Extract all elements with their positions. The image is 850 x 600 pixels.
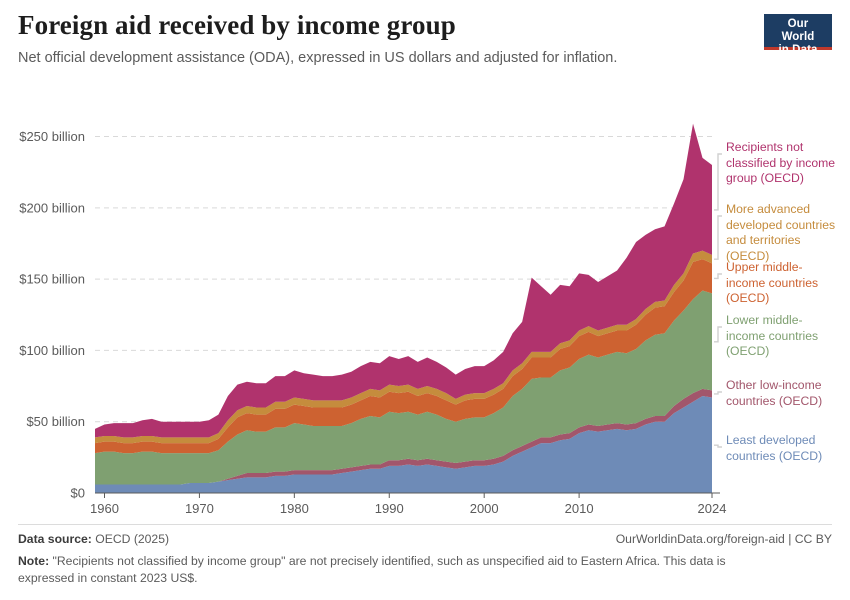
legend-item[interactable]: More advanced developed countries and te… bbox=[726, 202, 838, 264]
y-axis-tick-label: $200 billion bbox=[19, 200, 85, 215]
legend-connector bbox=[714, 391, 722, 395]
area-series bbox=[95, 290, 712, 485]
y-axis-tick-label: $150 billion bbox=[19, 272, 85, 287]
note-text: "Recipients not classified by income gro… bbox=[18, 554, 726, 586]
legend-item[interactable]: Other low-income countries (OECD) bbox=[726, 378, 838, 409]
plot-area: $0 $50 billion $100 billion $150 billion $20… bbox=[0, 78, 850, 518]
legend-connector bbox=[714, 326, 722, 343]
legend-item-label: Recipients not classified by income grou… bbox=[726, 140, 836, 186]
legend-item[interactable]: Least developed countries (OECD) bbox=[726, 433, 838, 464]
owid-logo-line2: in Data bbox=[778, 43, 818, 56]
legend-connector bbox=[714, 444, 722, 448]
legend-item[interactable]: Upper middle-income countries (OECD) bbox=[726, 260, 838, 307]
x-axis-tick-label: 2000 bbox=[470, 501, 499, 516]
legend-item-label: Upper middle-income countries (OECD) bbox=[726, 260, 819, 306]
owid-logo[interactable]: Our World in Data bbox=[764, 14, 832, 56]
legend-item-label: Least developed countries (OECD) bbox=[726, 433, 823, 463]
x-axis-tick-label: 2010 bbox=[565, 501, 594, 516]
x-axis-tick-label: 1960 bbox=[90, 501, 119, 516]
stacked-area-chart: $0 $50 billion $100 billion $150 billion $20… bbox=[19, 123, 727, 516]
area-series bbox=[95, 396, 712, 493]
data-source-value: OECD (2025) bbox=[95, 532, 170, 546]
footer-divider bbox=[18, 524, 832, 525]
chart-subtitle: Net official development assistance (ODA… bbox=[18, 49, 618, 66]
legend-item-label: Lower middle-income countries (OECD) bbox=[726, 313, 819, 359]
x-axis-tick-label: 1990 bbox=[375, 501, 404, 516]
y-axis-tick-label: $50 billion bbox=[26, 414, 85, 429]
chart-footer: Data source: OECD (2025) OurWorldinData.… bbox=[18, 524, 832, 588]
owid-logo-line1: Our World bbox=[781, 18, 815, 43]
x-axis-tick-label: 2024 bbox=[698, 501, 727, 516]
legend-connector bbox=[714, 273, 722, 280]
legend-connector bbox=[714, 153, 722, 211]
legend-item-label: Other low-income countries (OECD) bbox=[726, 378, 823, 408]
data-source: Data source: OECD (2025) bbox=[18, 532, 169, 546]
area-series bbox=[95, 123, 712, 438]
legend-item-label: More advanced developed countries and te… bbox=[726, 202, 836, 263]
chart-header: Foreign aid received by income group Net… bbox=[18, 10, 718, 68]
y-axis-tick-label: $100 billion bbox=[19, 343, 85, 358]
legend-item[interactable]: Lower middle-income countries (OECD) bbox=[726, 313, 838, 360]
x-axis-tick-label: 1980 bbox=[280, 501, 309, 516]
legend-item[interactable]: Recipients not classified by income grou… bbox=[726, 140, 838, 187]
chart-note: Note: "Recipients not classified by inco… bbox=[18, 553, 778, 588]
y-axis-tick-label: $0 bbox=[71, 486, 85, 501]
x-axis-tick-label: 1970 bbox=[185, 501, 214, 516]
page-title: Foreign aid received by income group bbox=[18, 10, 456, 40]
note-label: Note: bbox=[18, 554, 50, 568]
data-source-label: Data source: bbox=[18, 532, 92, 546]
legend-connector bbox=[714, 215, 722, 260]
y-axis-tick-label: $250 billion bbox=[19, 129, 85, 144]
source-link[interactable]: OurWorldinData.org/foreign-aid | CC BY bbox=[615, 532, 832, 546]
